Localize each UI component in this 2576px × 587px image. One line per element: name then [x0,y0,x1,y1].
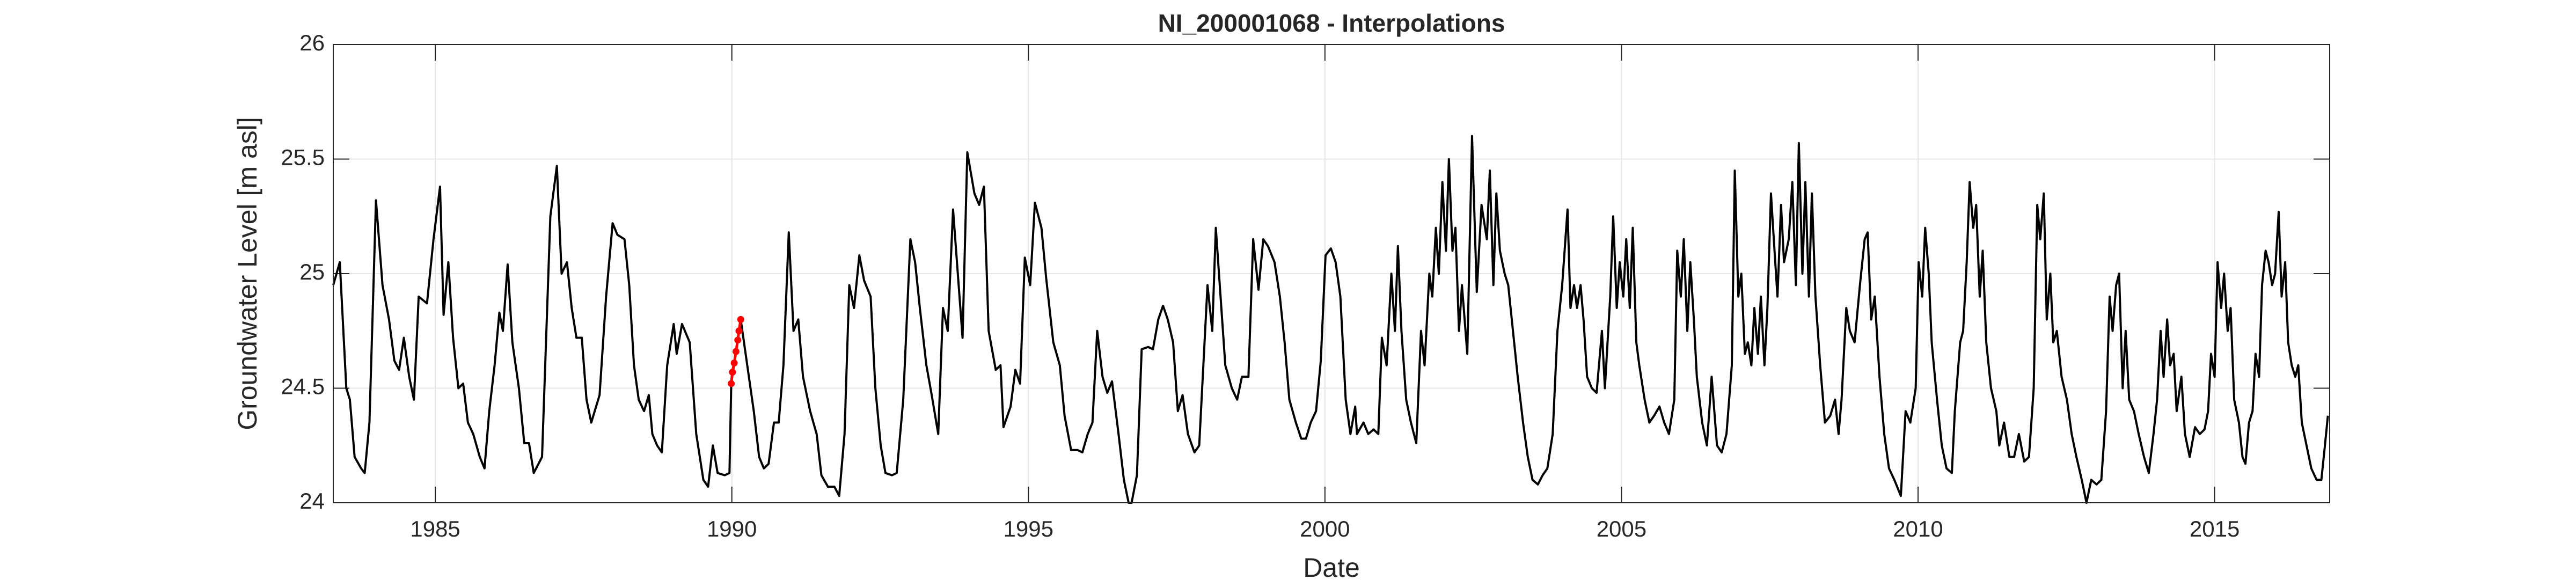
data-point [730,359,738,367]
x-tick-label: 1985 [410,516,460,541]
y-tick-label: 24 [299,488,325,513]
x-axis-label: Date [1303,553,1360,583]
data-line [332,135,2329,504]
x-tick-label: 2005 [1597,516,1646,541]
y-tick-label: 25 [299,259,325,284]
data-point [732,348,740,355]
y-tick-label: 26 [299,30,325,55]
x-tick-label: 2015 [2190,516,2240,541]
data-point [729,369,736,376]
data-point [728,380,735,387]
data-point [734,336,742,344]
chart-title: NI_200001068 - Interpolations [1158,9,1505,37]
y-axis-label: Groundwater Level [m asl] [232,117,262,430]
axes-box [333,44,2330,503]
x-tick-label: 1995 [1004,516,1053,541]
x-tick-label: 2000 [1300,516,1350,541]
x-tick-label: 1990 [707,516,757,541]
data-point [735,327,743,335]
y-tick-label: 24.5 [281,374,325,399]
y-tick-label: 25.5 [281,145,325,170]
data-point [737,315,744,323]
x-tick-label: 2010 [1893,516,1943,541]
